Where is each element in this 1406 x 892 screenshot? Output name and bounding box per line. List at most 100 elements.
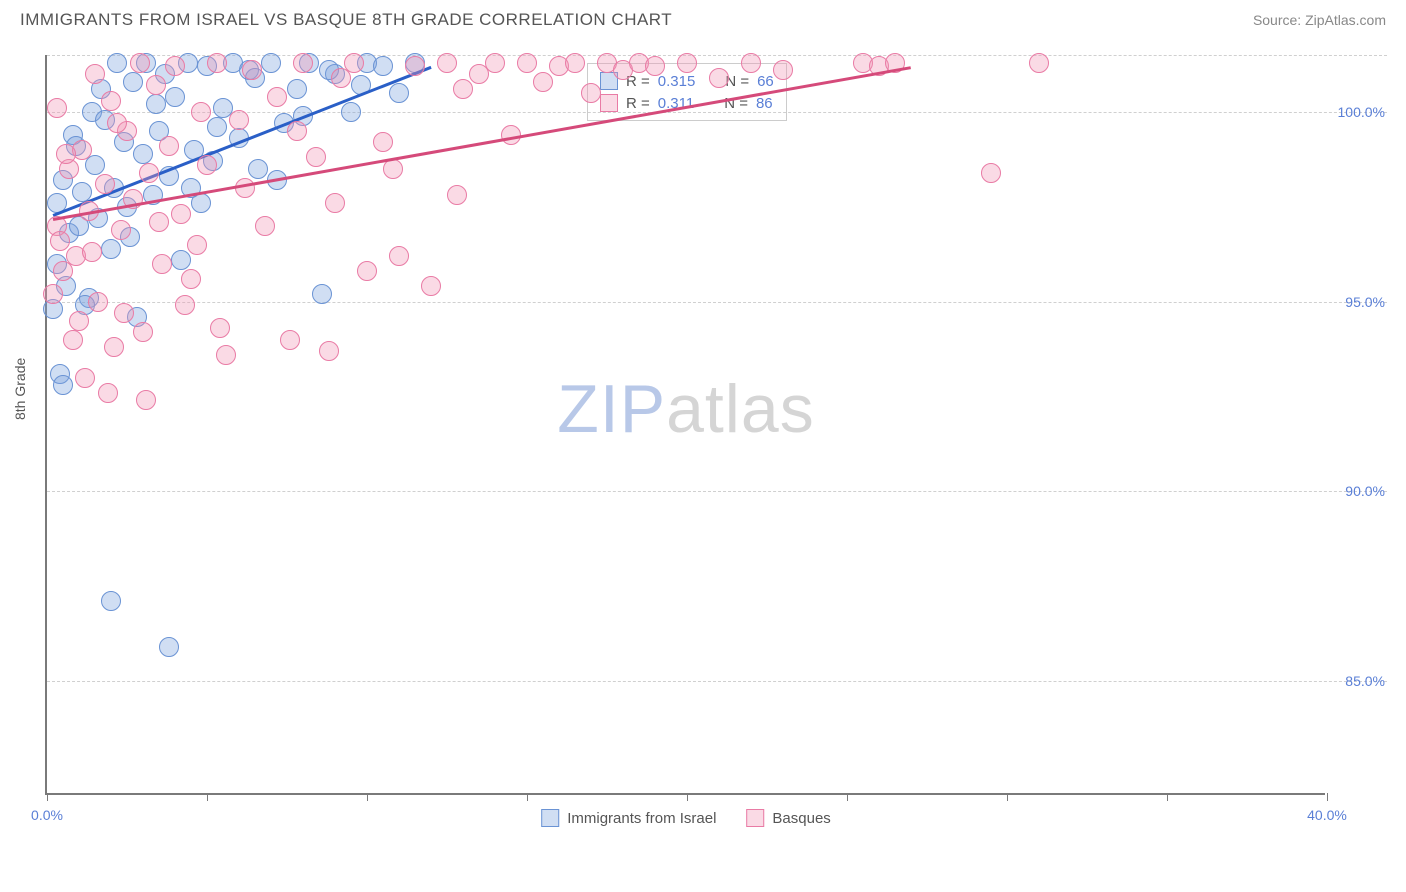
scatter-point <box>709 68 729 88</box>
scatter-point <box>171 250 191 270</box>
scatter-point <box>56 144 76 164</box>
scatter-point <box>533 72 553 92</box>
scatter-point <box>107 113 127 133</box>
legend-label: Basques <box>772 810 830 827</box>
scatter-point <box>373 56 393 76</box>
x-tick <box>687 793 688 801</box>
scatter-point <box>565 53 585 73</box>
scatter-point <box>152 254 172 274</box>
watermark: ZIPatlas <box>557 370 814 448</box>
scatter-point <box>287 121 307 141</box>
scatter-point <box>101 591 121 611</box>
y-tick-label: 85.0% <box>1330 673 1385 689</box>
y-tick-label: 100.0% <box>1330 104 1385 120</box>
chart-area: ZIPatlas R =0.315N =66R =0.311N =86 Immi… <box>45 55 1385 835</box>
legend-swatch <box>600 94 618 112</box>
scatter-point <box>319 341 339 361</box>
scatter-point <box>191 102 211 122</box>
chart-header: IMMIGRANTS FROM ISRAEL VS BASQUE 8TH GRA… <box>0 0 1406 36</box>
scatter-point <box>287 79 307 99</box>
scatter-point <box>325 193 345 213</box>
scatter-point <box>101 91 121 111</box>
scatter-point <box>437 53 457 73</box>
scatter-point <box>146 75 166 95</box>
gridline <box>47 491 1387 492</box>
legend-swatch <box>541 809 559 827</box>
stats-n-label: N = <box>725 73 749 90</box>
legend-label: Immigrants from Israel <box>567 810 716 827</box>
scatter-point <box>383 159 403 179</box>
stats-r-label: R = <box>626 95 650 112</box>
scatter-point <box>1029 53 1049 73</box>
stats-r-value: 0.315 <box>658 73 696 90</box>
scatter-point <box>405 56 425 76</box>
scatter-point <box>50 231 70 251</box>
scatter-point <box>123 72 143 92</box>
chart-title: IMMIGRANTS FROM ISRAEL VS BASQUE 8TH GRA… <box>20 10 672 30</box>
scatter-point <box>47 98 67 118</box>
scatter-point <box>114 303 134 323</box>
scatter-point <box>82 242 102 262</box>
x-tick <box>1327 793 1328 801</box>
scatter-point <box>421 276 441 296</box>
scatter-point <box>75 368 95 388</box>
x-tick-label: 40.0% <box>1307 807 1347 823</box>
scatter-point <box>280 330 300 350</box>
scatter-point <box>267 87 287 107</box>
scatter-point <box>101 239 121 259</box>
scatter-point <box>293 53 313 73</box>
scatter-point <box>485 53 505 73</box>
scatter-point <box>389 83 409 103</box>
scatter-point <box>242 60 262 80</box>
scatter-point <box>447 185 467 205</box>
scatter-point <box>95 174 115 194</box>
scatter-point <box>187 235 207 255</box>
scatter-point <box>255 216 275 236</box>
scatter-point <box>207 53 227 73</box>
y-tick-label: 90.0% <box>1330 483 1385 499</box>
scatter-point <box>248 159 268 179</box>
gridline <box>47 55 1387 56</box>
x-tick <box>1007 793 1008 801</box>
scatter-point <box>453 79 473 99</box>
scatter-point <box>159 637 179 657</box>
x-tick <box>847 793 848 801</box>
scatter-point <box>165 56 185 76</box>
scatter-point <box>389 246 409 266</box>
gridline <box>47 681 1387 682</box>
scatter-point <box>261 53 281 73</box>
scatter-point <box>98 383 118 403</box>
scatter-point <box>85 64 105 84</box>
scatter-point <box>175 295 195 315</box>
legend-item: Immigrants from Israel <box>541 809 716 827</box>
scatter-point <box>341 102 361 122</box>
scatter-point <box>104 337 124 357</box>
series-legend: Immigrants from Israel Basques <box>541 809 831 827</box>
plot-area: ZIPatlas R =0.315N =66R =0.311N =86 Immi… <box>45 55 1325 795</box>
scatter-point <box>53 375 73 395</box>
scatter-point <box>85 155 105 175</box>
legend-item: Basques <box>746 809 830 827</box>
scatter-point <box>312 284 332 304</box>
scatter-point <box>677 53 697 73</box>
scatter-point <box>133 144 153 164</box>
scatter-point <box>517 53 537 73</box>
scatter-point <box>63 330 83 350</box>
scatter-point <box>210 318 230 338</box>
scatter-point <box>133 322 153 342</box>
scatter-point <box>344 53 364 73</box>
scatter-point <box>229 110 249 130</box>
y-tick-label: 95.0% <box>1330 294 1385 310</box>
gridline <box>47 112 1387 113</box>
source-attribution: Source: ZipAtlas.com <box>1253 12 1386 28</box>
gridline <box>47 302 1387 303</box>
scatter-point <box>159 136 179 156</box>
x-tick <box>1167 793 1168 801</box>
scatter-point <box>111 220 131 240</box>
scatter-point <box>171 204 191 224</box>
scatter-point <box>139 163 159 183</box>
scatter-point <box>88 292 108 312</box>
legend-swatch <box>746 809 764 827</box>
x-tick <box>527 793 528 801</box>
x-tick-label: 0.0% <box>31 807 63 823</box>
